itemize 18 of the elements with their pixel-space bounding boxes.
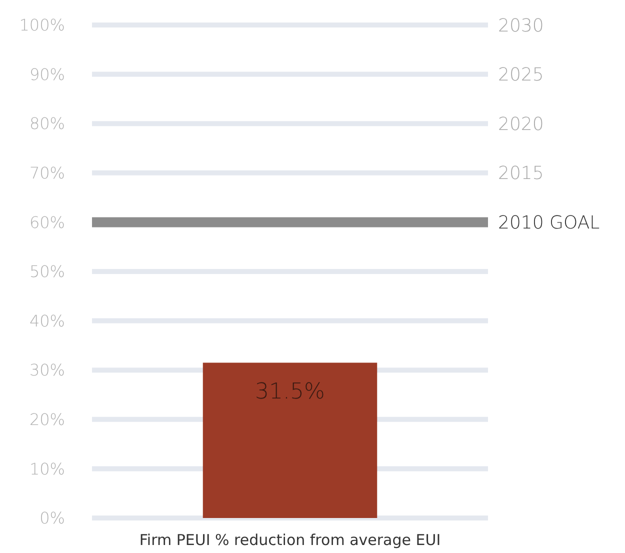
ref-line-label: 2010 GOAL	[498, 212, 600, 234]
data-label: 31.5%	[255, 380, 325, 405]
y-tick-label: 40%	[29, 311, 65, 330]
y-tick-label: 70%	[29, 164, 65, 182]
y-tick-label: 10%	[29, 459, 65, 478]
y2-tick-label: 2020	[498, 114, 544, 135]
x-axis-title: Firm PEUI % reduction from average EUI	[139, 531, 441, 549]
y2-tick-label: 2030	[498, 15, 544, 36]
y-tick-label: 90%	[29, 64, 65, 84]
y-tick-label: 100%	[19, 16, 65, 35]
y-tick-label: 0%	[40, 508, 65, 528]
y2-tick-label: 2015	[498, 163, 544, 184]
y-tick-label: 50%	[29, 262, 65, 282]
y-tick-label: 80%	[29, 114, 65, 134]
y-tick-label: 60%	[29, 212, 65, 232]
y-tick-label: 30%	[29, 360, 65, 380]
y-tick-label: 20%	[29, 410, 65, 429]
y2-tick-label: 2025	[498, 64, 544, 86]
